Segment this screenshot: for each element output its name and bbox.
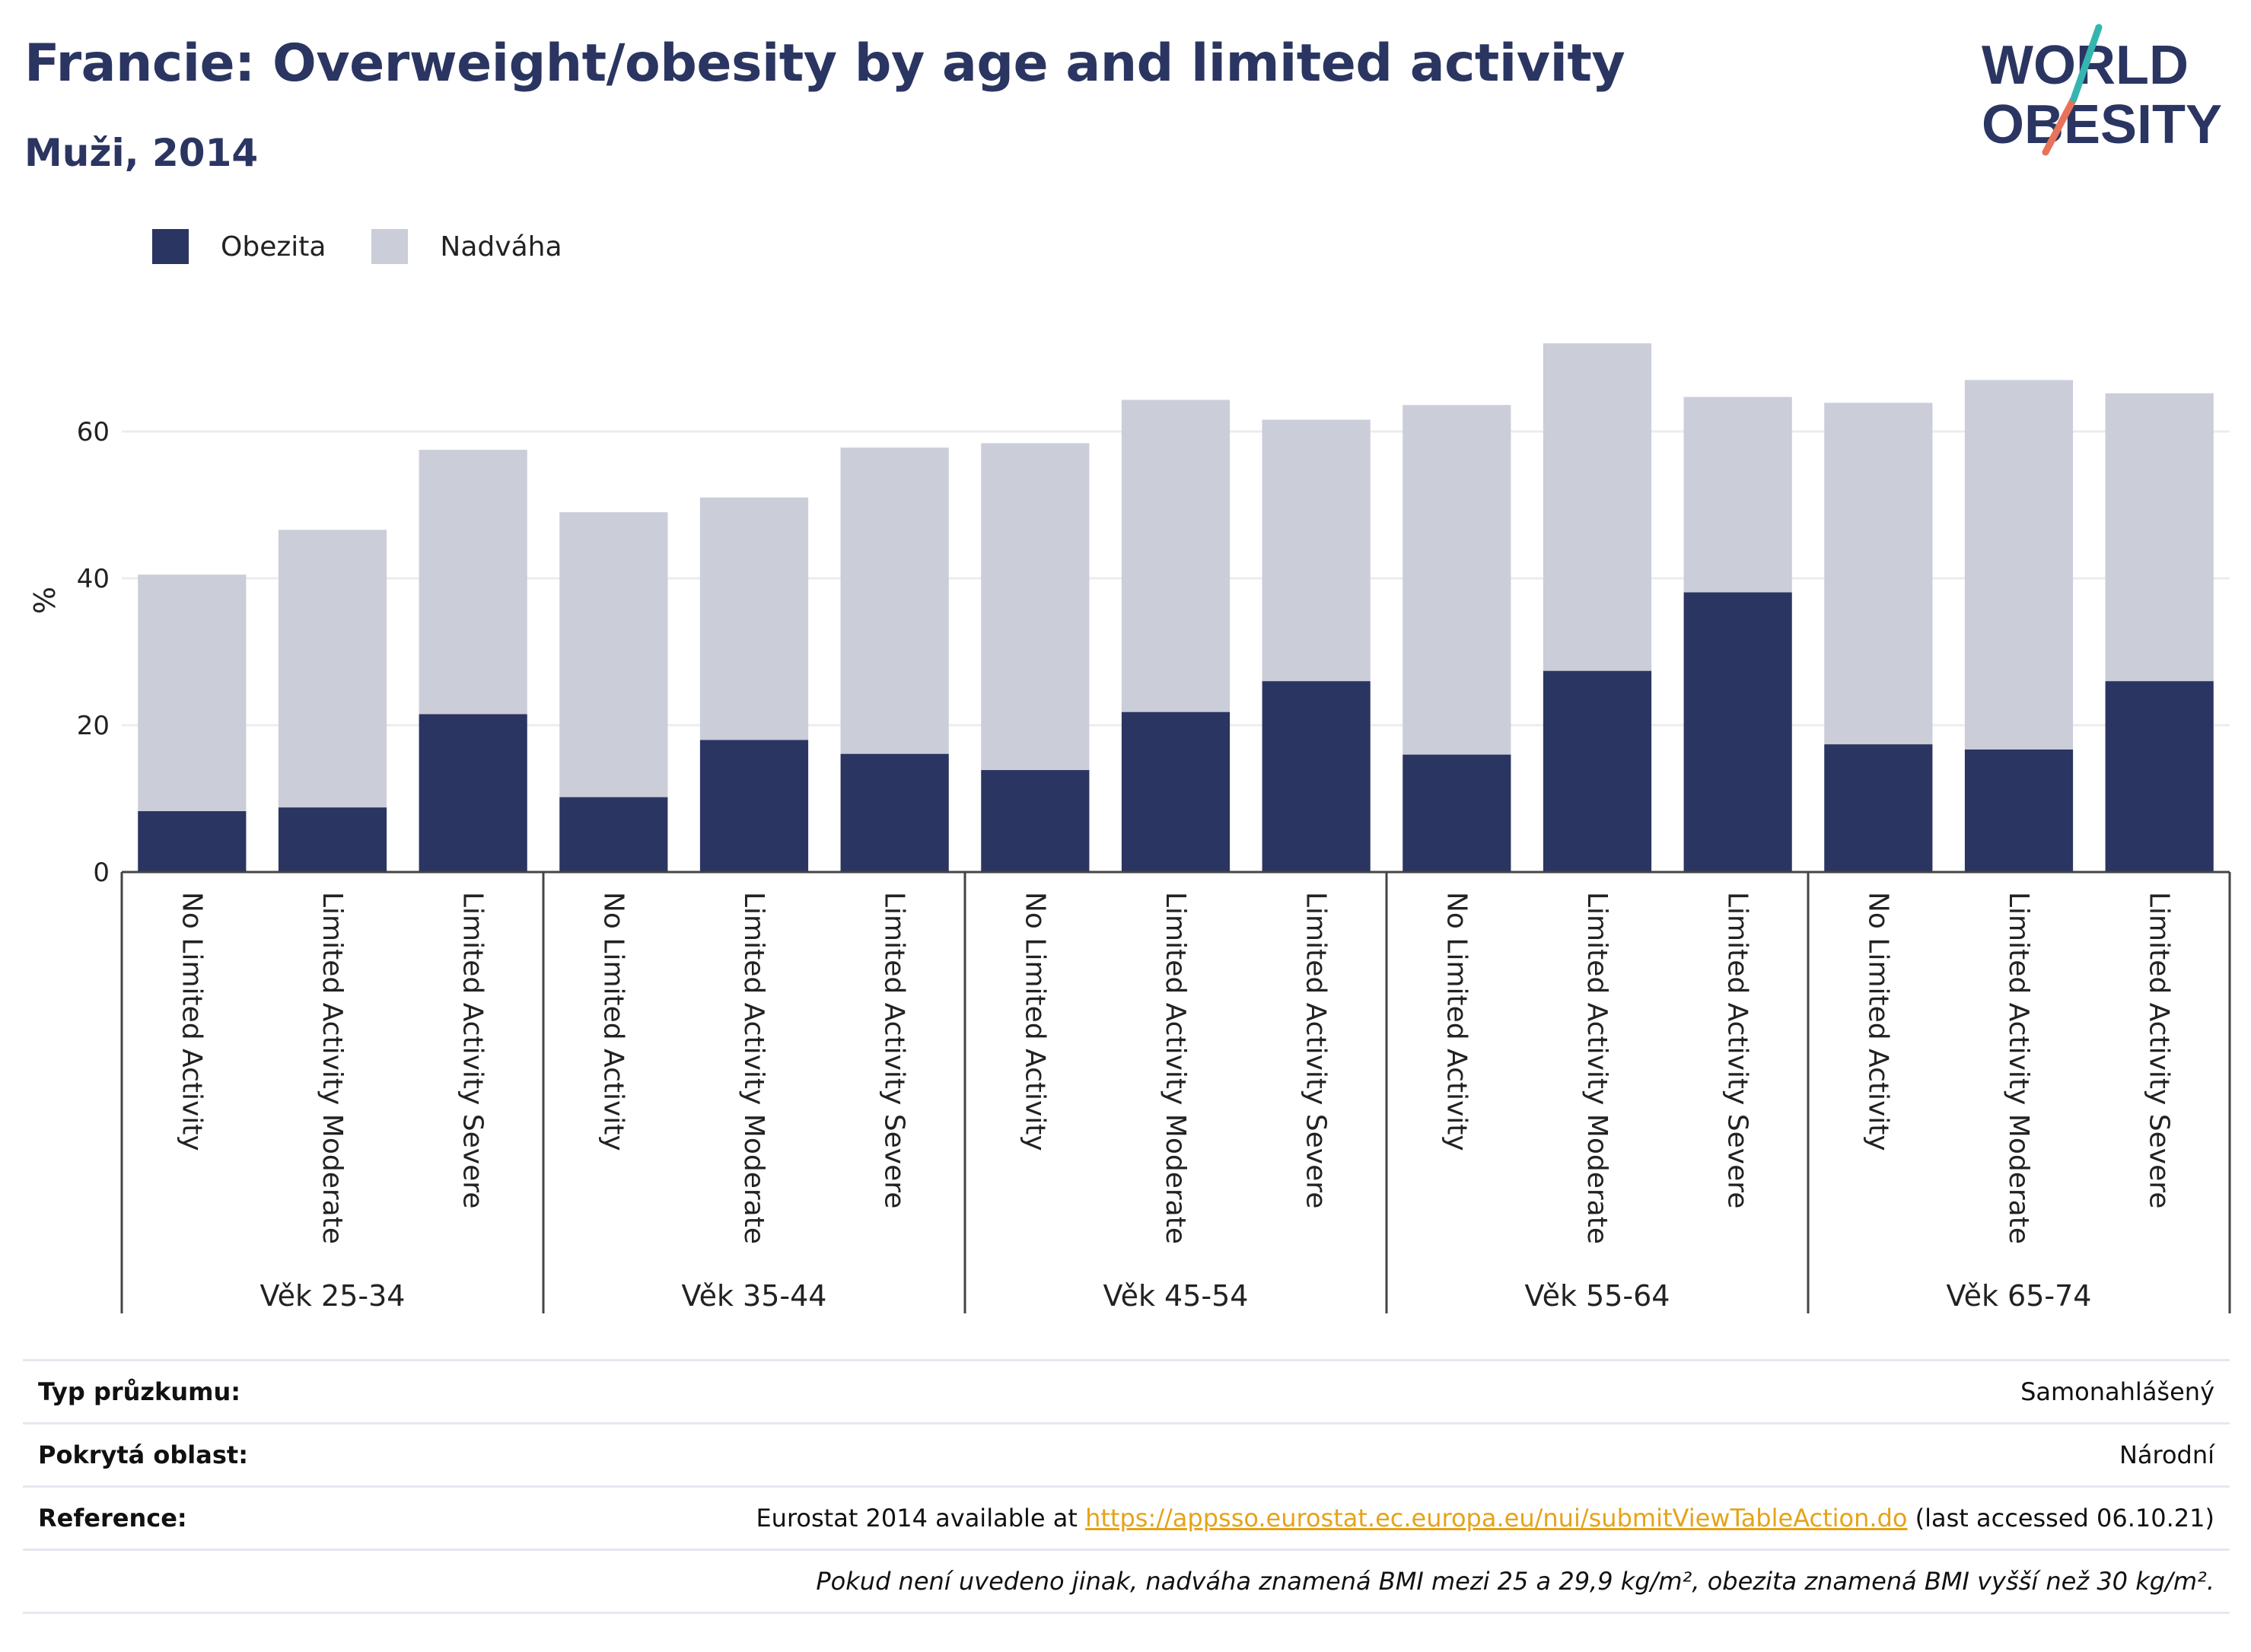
info-row-note: Pokud není uvedeno jinak, nadváha znamen… <box>23 1549 2230 1614</box>
legend-swatch-obezita <box>152 229 189 264</box>
reference-link[interactable]: https://appsso.eurostat.ec.europa.eu/nui… <box>1085 1504 1908 1533</box>
legend-label-obezita: Obezita <box>221 231 326 263</box>
info-row-area: Pokrytá oblast: Národní <box>23 1422 2230 1485</box>
chart-legend: Obezita Nadváha <box>152 225 608 268</box>
bar-nadvaha <box>699 497 809 740</box>
reference-value: Eurostat 2014 available at https://appss… <box>756 1504 2214 1533</box>
survey-type-value: Samonahlášený <box>2020 1377 2214 1406</box>
coverage-area-label: Pokrytá oblast: <box>38 1440 248 1469</box>
bar-nadvaha <box>559 512 668 797</box>
bar-obezita <box>1683 592 1792 872</box>
bar-nadvaha <box>138 575 247 811</box>
bar-nadvaha <box>1543 343 1652 671</box>
bar-obezita <box>419 714 527 872</box>
y-axis-label: % <box>28 587 62 614</box>
chart-title: Francie: Overweight/obesity by age and l… <box>24 33 1625 94</box>
bar-nadvaha <box>1964 380 2074 750</box>
reference-prefix: Eurostat 2014 available at <box>756 1504 1086 1533</box>
x-tick-label: No Limited Activity <box>1019 892 1050 1151</box>
bar-obezita <box>1402 754 1511 872</box>
legend-swatch-nadvaha <box>371 229 409 264</box>
x-tick-label: No Limited Activity <box>1441 892 1472 1151</box>
bar-obezita <box>840 753 949 872</box>
info-table: Typ průzkumu: Samonahlášený Pokrytá obla… <box>23 1359 2230 1614</box>
x-tick-label: No Limited Activity <box>597 892 629 1151</box>
y-tick-label: 0 <box>93 858 110 888</box>
logo-line2: OBESITY <box>1982 94 2222 155</box>
bar-nadvaha <box>1262 419 1371 682</box>
chart-subtitle: Muži, 2014 <box>24 131 259 175</box>
bar-nadvaha <box>1683 396 1792 593</box>
group-label: Věk 45-54 <box>1103 1279 1249 1313</box>
x-tick-label: Limited Activity Severe <box>2144 892 2175 1208</box>
y-tick-label: 60 <box>77 417 110 447</box>
x-tick-label: No Limited Activity <box>1862 892 1893 1151</box>
world-obesity-logo: WORLD OBESITY <box>1982 24 2222 156</box>
x-tick-label: Limited Activity Moderate <box>1581 892 1613 1244</box>
bar-nadvaha <box>1121 399 1231 712</box>
coverage-area-value: Národní <box>2119 1440 2214 1469</box>
bar-obezita <box>1964 749 2074 872</box>
x-tick-label: Limited Activity Moderate <box>738 892 769 1244</box>
bar-nadvaha <box>2105 393 2214 682</box>
bar-nadvaha <box>419 450 527 715</box>
bar-obezita <box>1824 744 1933 872</box>
reference-label: Reference: <box>38 1504 187 1533</box>
bar-obezita <box>559 797 668 872</box>
bar-obezita <box>2105 681 2214 872</box>
x-tick-label: Limited Activity Moderate <box>2003 892 2034 1244</box>
legend-item-obezita[interactable]: Obezita <box>152 229 326 264</box>
stacked-bar-chart: 0 20 40 60% No Limited Activity Limited Activ… <box>28 343 2231 1313</box>
info-row-reference: Reference: Eurostat 2014 available at ht… <box>23 1485 2230 1549</box>
bar-nadvaha <box>1824 403 1933 745</box>
bar-obezita <box>699 740 809 872</box>
x-tick-label: Limited Activity Severe <box>457 892 489 1208</box>
group-label: Věk 65-74 <box>1947 1279 2092 1313</box>
survey-type-label: Typ průzkumu: <box>38 1377 241 1406</box>
x-tick-label: Limited Activity Severe <box>1301 892 1332 1208</box>
y-tick-label: 20 <box>77 711 110 741</box>
x-tick-label: Limited Activity Severe <box>1722 892 1753 1208</box>
bar-nadvaha <box>1402 405 1511 755</box>
reference-suffix: (last accessed 06.10.21) <box>1907 1504 2214 1533</box>
bmi-note: Pokud není uvedeno jinak, nadváha znamen… <box>816 1567 2214 1596</box>
legend-item-nadvaha[interactable]: Nadváha <box>371 229 562 264</box>
y-tick-label: 40 <box>77 564 110 594</box>
group-label: Věk 55-64 <box>1525 1279 1670 1313</box>
x-tick-label: No Limited Activity <box>176 892 207 1151</box>
info-row-survey: Typ průzkumu: Samonahlášený <box>23 1359 2230 1422</box>
x-tick-label: Limited Activity Moderate <box>1160 892 1191 1244</box>
bar-nadvaha <box>278 530 387 808</box>
group-label: Věk 25-34 <box>260 1279 406 1313</box>
bar-obezita <box>1543 670 1652 872</box>
bar-obezita <box>1262 681 1371 872</box>
x-tick-label: Limited Activity Moderate <box>317 892 348 1244</box>
bar-obezita <box>1121 711 1231 872</box>
legend-label-nadvaha: Nadváha <box>440 231 562 263</box>
bar-nadvaha <box>840 447 949 754</box>
bar-obezita <box>138 810 247 872</box>
group-label: Věk 35-44 <box>682 1279 827 1313</box>
x-tick-label: Limited Activity Severe <box>879 892 910 1208</box>
bar-obezita <box>981 769 1090 872</box>
bar-nadvaha <box>981 443 1090 770</box>
bar-obezita <box>278 807 387 872</box>
